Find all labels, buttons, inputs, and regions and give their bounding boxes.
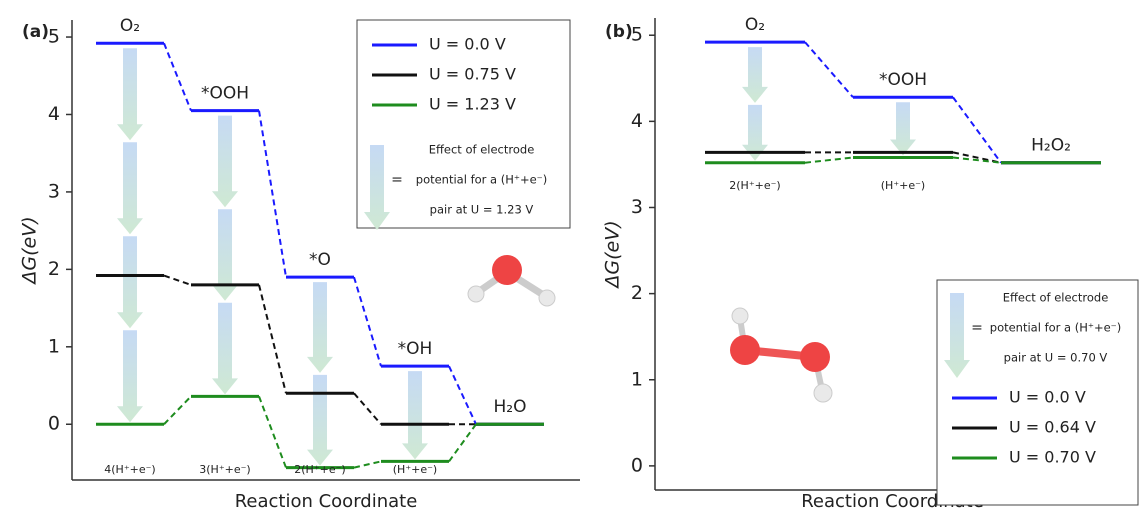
connector [164, 396, 191, 424]
figure: 012345(a)Reaction CoordinateΔG(eV)O₂*OOH… [0, 0, 1140, 513]
panel-label: (b) [605, 22, 633, 42]
legend-label: U = 0.70 V [1009, 448, 1096, 467]
species-label: *OOH [201, 84, 249, 104]
species-label: H₂O [494, 397, 527, 417]
y-tick-label: 5 [631, 24, 643, 46]
legend-note: Effect of electrode [1003, 291, 1109, 305]
y-tick-label: 3 [48, 180, 60, 202]
legend-note: pair at U = 1.23 V [430, 203, 534, 217]
step-label: (H⁺+e⁻) [881, 179, 925, 192]
connector [953, 97, 1001, 162]
y-tick-label: 0 [48, 413, 60, 435]
legend-label: U = 0.0 V [429, 35, 506, 54]
page: {"chart_data": [ {"type": "energy-diagra… [0, 0, 1140, 513]
potential-arrow [117, 48, 143, 140]
legend-label: U = 0.75 V [429, 65, 516, 84]
step-label: 3(H⁺+e⁻) [199, 463, 250, 476]
step-label: (H⁺+e⁻) [393, 463, 437, 476]
species-label: H₂O₂ [1031, 136, 1071, 156]
connector [354, 393, 381, 424]
y-tick-label: 1 [48, 335, 60, 357]
legend-note: potential for a (H⁺+e⁻) [416, 173, 547, 187]
potential-arrow [212, 209, 238, 301]
y-tick-label: 3 [631, 196, 643, 218]
connector [259, 285, 286, 393]
y-tick-label: 1 [631, 368, 643, 390]
potential-arrow [307, 282, 333, 373]
y-tick-label: 2 [631, 282, 643, 304]
connector [164, 276, 191, 285]
potential-arrow [117, 142, 143, 234]
y-tick-label: 4 [631, 110, 643, 132]
legend-equals: = [391, 172, 403, 188]
peroxide-molecule [730, 308, 832, 402]
potential-arrow [307, 375, 333, 466]
water-molecule [468, 255, 555, 306]
potential-arrow [890, 102, 916, 155]
legend-label: U = 0.0 V [1009, 388, 1086, 407]
connector [354, 277, 381, 366]
y-tick-label: 4 [48, 103, 60, 125]
y-axis-label: ΔG(eV) [19, 216, 41, 285]
potential-arrow [212, 303, 238, 395]
step-label: 2(H⁺+e⁻) [294, 463, 345, 476]
connector [259, 396, 286, 467]
potential-arrow [402, 371, 428, 459]
legend-label: U = 0.64 V [1009, 418, 1096, 437]
connector [259, 111, 286, 277]
y-tick-label: 0 [631, 454, 643, 476]
y-axis-label: ΔG(eV) [602, 220, 624, 289]
species-label: *OOH [879, 70, 927, 90]
connector [354, 461, 381, 467]
y-tick-label: 5 [48, 26, 60, 48]
connector [805, 42, 853, 97]
connector [164, 43, 191, 110]
connector [449, 366, 476, 424]
species-label: O₂ [120, 16, 140, 36]
potential-arrow [117, 236, 143, 328]
legend-note: Effect of electrode [429, 143, 535, 157]
potential-arrow [212, 116, 238, 208]
potential-arrow [117, 330, 143, 422]
potential-arrow [742, 47, 768, 103]
step-label: 4(H⁺+e⁻) [104, 463, 155, 476]
connector [449, 424, 476, 461]
legend-equals: = [971, 320, 983, 336]
y-tick-label: 2 [48, 258, 60, 280]
step-label: 2(H⁺+e⁻) [729, 179, 780, 192]
species-label: O₂ [745, 15, 765, 35]
legend-label: U = 1.23 V [429, 95, 516, 114]
panel-label: (a) [22, 22, 49, 42]
legend-note: potential for a (H⁺+e⁻) [990, 321, 1121, 335]
legend-note: pair at U = 0.70 V [1004, 351, 1108, 365]
connector [805, 158, 853, 163]
x-axis-label: Reaction Coordinate [235, 491, 418, 512]
species-label: *O [309, 250, 331, 270]
species-label: *OH [398, 339, 433, 359]
